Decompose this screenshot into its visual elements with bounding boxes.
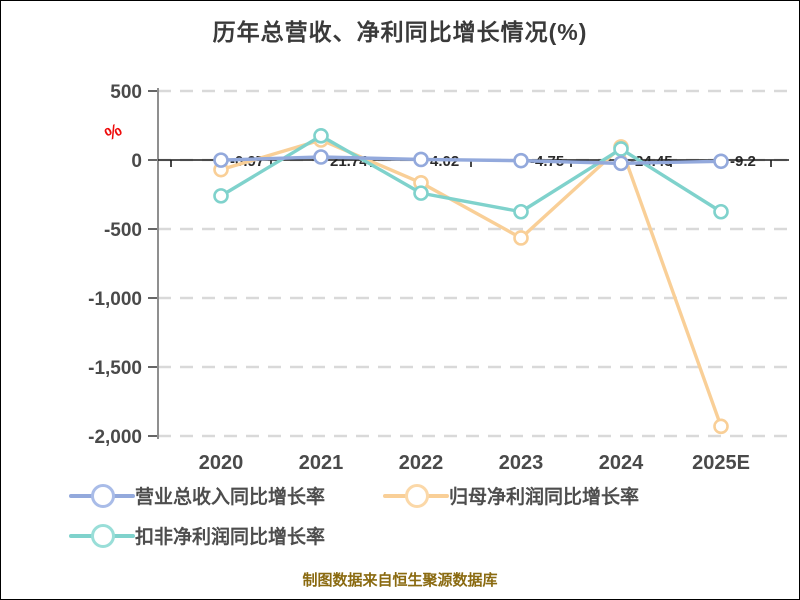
legend-marker-blue [69, 483, 135, 509]
data-point[interactable] [613, 155, 629, 172]
legend-row-2: 扣非净利润同比增长率 [69, 522, 373, 549]
y-axis-tick-label: -2,000 [88, 427, 142, 448]
x-axis-label: 2024 [599, 452, 644, 474]
x-axis-label: 2021 [299, 452, 344, 474]
chart-title: 历年总营收、净利同比增长情况(%) [212, 19, 588, 45]
legend-row-1: 营业总收入同比增长率 归母净利润同比增长率 [69, 482, 687, 509]
data-point[interactable] [213, 152, 229, 168]
data-point[interactable] [613, 141, 629, 157]
data-point[interactable] [513, 152, 529, 169]
legend-label: 营业总收入同比增长率 [135, 487, 326, 508]
y-axis-tick-label: 500 [110, 82, 142, 103]
data-point[interactable] [213, 188, 229, 204]
legend-item-revenue-growth[interactable]: 营业总收入同比增长率 [69, 482, 325, 509]
data-point[interactable] [313, 149, 329, 165]
legend-circle-icon [91, 483, 115, 508]
series-line-0 [219, 155, 723, 166]
data-point[interactable] [413, 185, 429, 201]
x-axis-label: 2023 [499, 452, 544, 474]
data-point-label: 4.02 [430, 153, 459, 170]
data-point[interactable] [413, 151, 429, 168]
legend-label: 归母净利润同比增长率 [449, 487, 640, 508]
y-axis-tick-label: -1,500 [88, 358, 142, 379]
data-point[interactable] [713, 418, 729, 435]
data-source-credit: 制图数据来自恒生聚源数据库 [302, 572, 498, 589]
data-point[interactable] [713, 153, 729, 170]
y-axis-unit-label: % [101, 119, 125, 144]
x-axis-label: 2022 [399, 452, 444, 474]
data-point[interactable] [713, 203, 729, 220]
y-axis-tick-label: 0 [131, 151, 142, 172]
y-axis-tick-label: -1,000 [88, 289, 142, 310]
legend-marker-orange [383, 483, 450, 509]
data-point[interactable] [513, 230, 529, 246]
series-line-2 [219, 134, 723, 214]
legend-label: 扣非净利润同比增长率 [135, 527, 326, 548]
data-point-label: -9.2 [730, 153, 756, 170]
legend-marker-teal [69, 523, 135, 549]
legend-item-deducted-net-profit-growth[interactable]: 扣非净利润同比增长率 [69, 522, 325, 549]
data-point[interactable] [513, 203, 529, 220]
x-axis-label: 2025E [692, 452, 750, 474]
x-axis-label: 2020 [199, 452, 244, 474]
legend-item-net-profit-growth[interactable]: 归母净利润同比增长率 [383, 482, 639, 509]
legend-circle-icon [91, 523, 115, 548]
y-axis-tick-label: -500 [104, 220, 142, 241]
legend-circle-icon [405, 483, 430, 508]
data-point[interactable] [313, 128, 329, 144]
series-line-1 [219, 138, 723, 429]
